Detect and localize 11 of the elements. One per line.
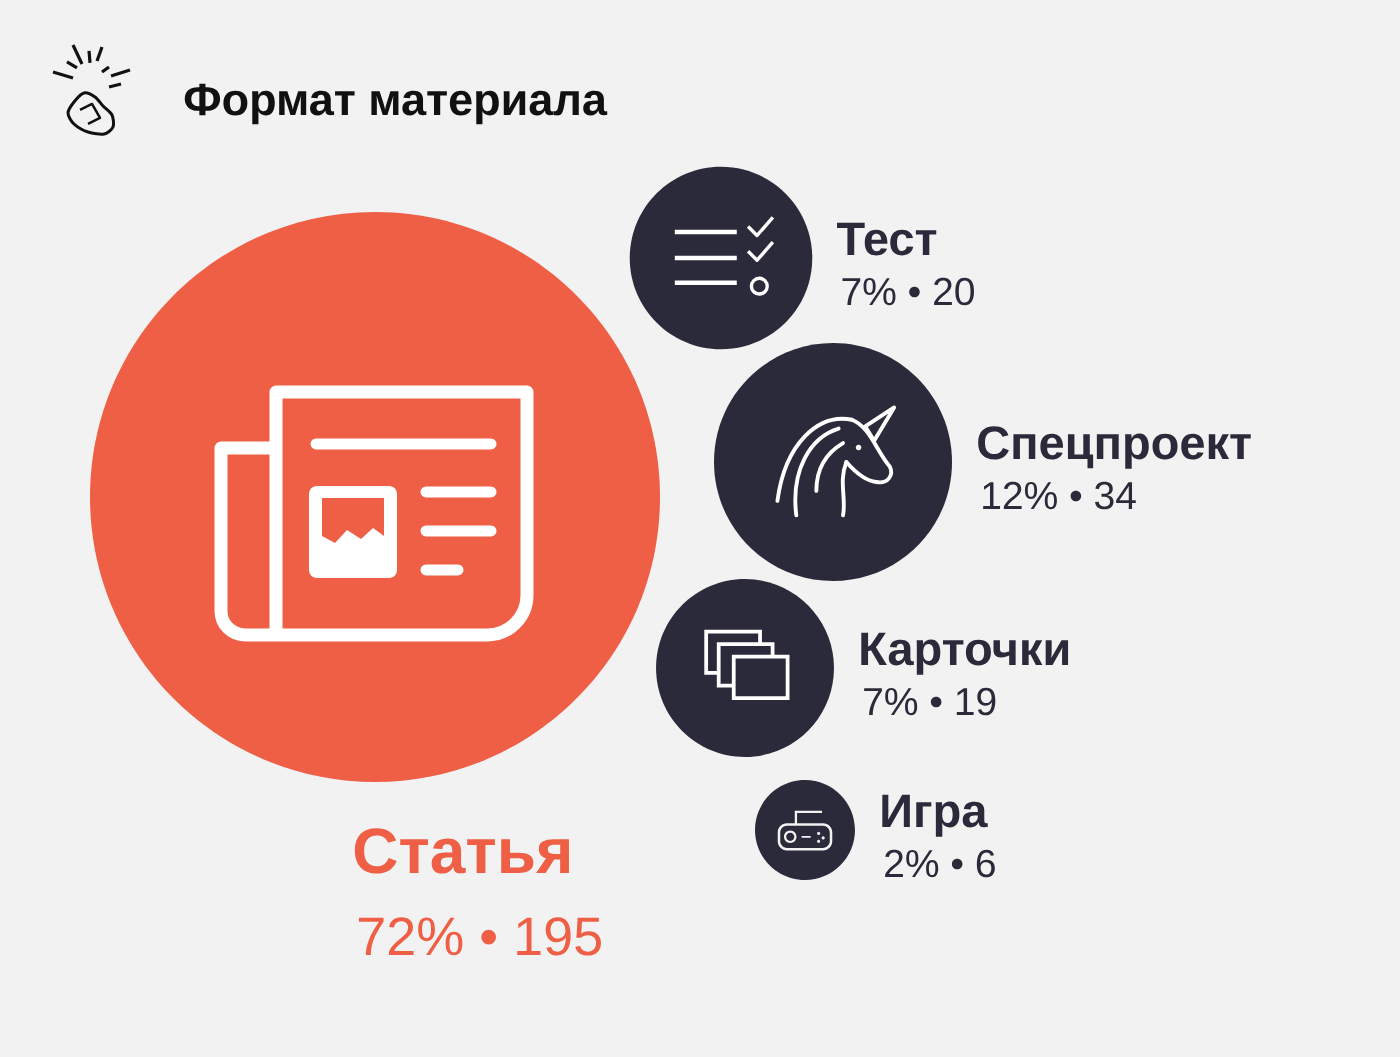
category-label: Игра (882, 794, 988, 837)
category-label: Спецпроект (978, 426, 1251, 469)
text: Формат материала (184, 83, 608, 125)
data-label: 7% • 19 (864, 687, 996, 716)
data-label: 7% • 20 (842, 277, 974, 306)
data-label: 72% • 195 (358, 917, 601, 956)
category-label: Карточки (861, 632, 1069, 675)
category-label: Статья (354, 828, 569, 874)
data-label: 2% • 6 (885, 849, 995, 878)
category-label: Тест (837, 222, 937, 256)
data-label: 12% • 34 (983, 481, 1136, 510)
